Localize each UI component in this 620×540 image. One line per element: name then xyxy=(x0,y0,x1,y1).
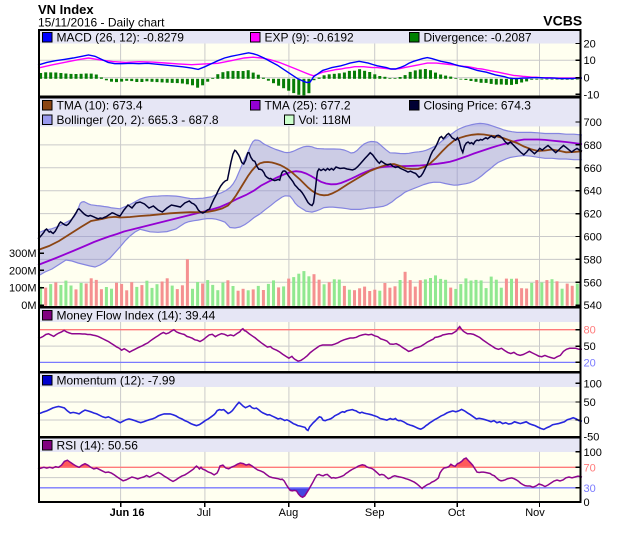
svg-text:70: 70 xyxy=(584,462,596,474)
svg-text:50: 50 xyxy=(584,341,596,353)
svg-text:RSI (14): 50.56: RSI (14): 50.56 xyxy=(57,438,139,452)
svg-text:0: 0 xyxy=(584,73,590,85)
svg-text:30: 30 xyxy=(584,483,596,495)
svg-text:100: 100 xyxy=(584,447,602,459)
svg-text:20: 20 xyxy=(584,39,596,51)
svg-text:Vol: 118M: Vol: 118M xyxy=(299,113,351,127)
svg-text:Jul: Jul xyxy=(197,507,211,519)
svg-text:0: 0 xyxy=(584,497,590,509)
svg-text:600: 600 xyxy=(584,232,602,244)
svg-text:VN Index: VN Index xyxy=(38,2,94,17)
svg-text:700: 700 xyxy=(584,117,602,129)
svg-text:Divergence: -0.2087: Divergence: -0.2087 xyxy=(424,31,532,45)
svg-text:540: 540 xyxy=(584,300,602,312)
svg-text:580: 580 xyxy=(584,254,602,266)
svg-text:Aug: Aug xyxy=(279,507,299,519)
svg-text:Nov: Nov xyxy=(525,507,545,519)
svg-text:Jun 16: Jun 16 xyxy=(110,507,145,519)
svg-text:Closing Price: 674.3: Closing Price: 674.3 xyxy=(424,99,532,113)
svg-text:Momentum (12): -7.99: Momentum (12): -7.99 xyxy=(57,373,176,387)
svg-text:Money Flow Index (14): 39.44: Money Flow Index (14): 39.44 xyxy=(57,308,216,322)
svg-text:TMA (25): 677.2: TMA (25): 677.2 xyxy=(265,99,351,113)
svg-text:10: 10 xyxy=(584,55,596,67)
svg-text:300M: 300M xyxy=(9,248,37,260)
svg-text:100: 100 xyxy=(584,378,602,390)
svg-text:640: 640 xyxy=(584,186,602,198)
svg-text:80: 80 xyxy=(584,325,596,337)
svg-text:MACD (26, 12): -0.8279: MACD (26, 12): -0.8279 xyxy=(57,31,185,45)
svg-text:Bollinger (20, 2): 665.3 - 68: Bollinger (20, 2): 665.3 - 687.8 xyxy=(57,113,219,127)
svg-text:EXP (9): -0.6192: EXP (9): -0.6192 xyxy=(265,31,354,45)
svg-text:15/11/2016 - Daily chart: 15/11/2016 - Daily chart xyxy=(38,16,165,30)
svg-text:-10: -10 xyxy=(584,89,600,101)
svg-text:-50: -50 xyxy=(584,432,600,444)
svg-text:560: 560 xyxy=(584,277,602,289)
svg-text:VCBS: VCBS xyxy=(543,13,582,29)
svg-text:660: 660 xyxy=(584,163,602,175)
svg-text:50: 50 xyxy=(584,397,596,409)
svg-text:Oct: Oct xyxy=(448,507,465,519)
svg-text:0: 0 xyxy=(584,415,590,427)
svg-text:0M: 0M xyxy=(21,300,36,312)
svg-text:TMA (10): 673.4: TMA (10): 673.4 xyxy=(57,99,143,113)
svg-text:100M: 100M xyxy=(9,283,37,295)
svg-text:680: 680 xyxy=(584,140,602,152)
svg-text:20: 20 xyxy=(584,357,596,369)
svg-text:Sep: Sep xyxy=(365,507,385,519)
svg-text:200M: 200M xyxy=(9,265,37,277)
svg-text:620: 620 xyxy=(584,209,602,221)
